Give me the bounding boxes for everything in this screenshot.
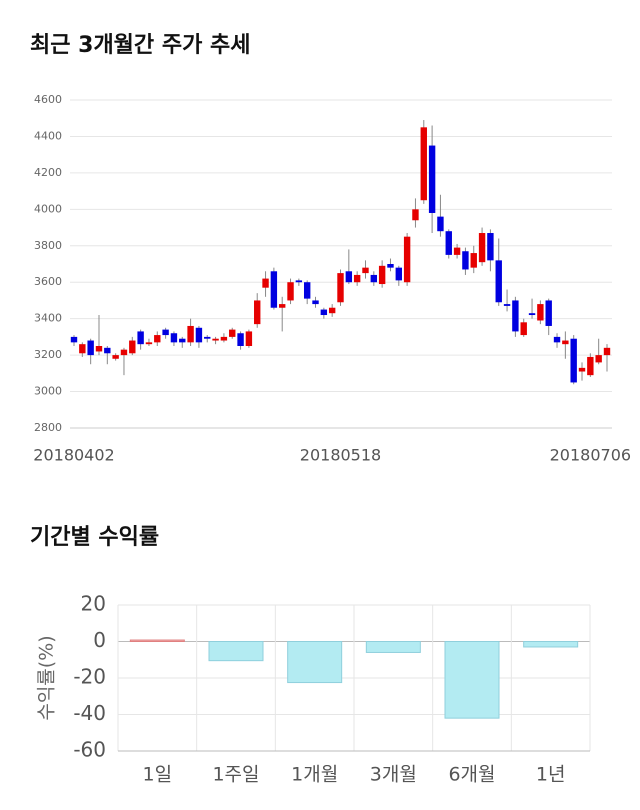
candle-body <box>287 282 294 301</box>
candle-body <box>220 336 228 341</box>
y-tick-label: 3200 <box>34 348 62 361</box>
candle-body <box>537 304 544 321</box>
y-tick-label: 4000 <box>34 202 62 215</box>
candle-body <box>345 271 353 283</box>
candle-body <box>378 265 386 285</box>
candle-body <box>154 335 161 343</box>
candle-body <box>237 333 244 346</box>
candle-body <box>553 336 561 343</box>
candle-body <box>520 322 527 336</box>
candle-body <box>195 327 203 343</box>
candle-body <box>279 304 286 308</box>
candle-body <box>162 329 169 336</box>
x-tick-label: 6개월 <box>448 764 495 786</box>
y-tick-label: 20 <box>81 592 106 616</box>
candle-body <box>328 307 336 314</box>
x-tick-label: 20180706 <box>550 446 631 465</box>
candle-body <box>437 216 444 232</box>
y-tick-label: -20 <box>73 665 106 689</box>
y-tick-label: 0 <box>93 628 106 652</box>
y-tick-label: 3000 <box>34 385 62 398</box>
candle-body <box>170 333 178 343</box>
candle-body <box>337 273 344 303</box>
chart-title: 최근 3개월간 주가 추세 <box>30 33 250 58</box>
candle-body <box>587 356 594 376</box>
candle-body <box>270 271 278 308</box>
bar <box>129 639 185 642</box>
candle-body <box>478 233 486 263</box>
candle-body <box>245 331 253 346</box>
candle-body <box>79 344 86 354</box>
candle-body <box>595 355 602 363</box>
candle-body <box>387 264 394 268</box>
candle-body <box>603 347 611 356</box>
candle-body <box>254 300 261 325</box>
candle-body <box>495 260 502 303</box>
candle-body <box>137 331 144 345</box>
candle-body <box>570 338 577 383</box>
candle-body <box>445 231 452 255</box>
candle-body <box>187 325 194 343</box>
candle-body <box>362 267 369 274</box>
candle-body <box>503 304 511 306</box>
x-tick-label: 1주일 <box>212 764 259 786</box>
candle-body <box>212 338 219 341</box>
candle-body <box>470 253 477 268</box>
candle-body <box>204 336 211 339</box>
candle-body <box>129 340 136 354</box>
bar <box>444 641 500 719</box>
bar <box>523 641 579 648</box>
candle-body <box>179 338 186 343</box>
bar <box>365 641 421 653</box>
candle-body <box>528 313 536 316</box>
candle-body <box>562 340 569 345</box>
candle-body <box>295 280 303 283</box>
candle-body <box>112 355 119 359</box>
x-tick-label: 1년 <box>536 764 566 786</box>
bar <box>208 641 264 662</box>
y-tick-label: 3400 <box>34 312 62 325</box>
candle-body <box>370 274 378 283</box>
x-tick-label: 20180402 <box>33 446 114 465</box>
candle-body <box>87 340 94 356</box>
candle-body <box>312 300 319 305</box>
x-tick-label: 1일 <box>143 764 173 786</box>
candle-body <box>403 236 411 283</box>
candle-body <box>420 127 427 201</box>
candle-body <box>353 274 361 283</box>
candle-body <box>104 347 111 354</box>
chart-title: 기간별 수익률 <box>30 525 159 550</box>
candle-body <box>578 367 586 372</box>
y-tick-label: -60 <box>73 738 106 762</box>
y-tick-label: 4400 <box>34 129 62 142</box>
candle-body <box>545 300 552 326</box>
y-tick-label: 3800 <box>34 239 62 252</box>
y-tick-label: -40 <box>73 701 106 725</box>
y-tick-label: 3600 <box>34 275 62 288</box>
candle-body <box>320 309 328 316</box>
x-tick-label: 20180518 <box>300 446 381 465</box>
candle-body <box>412 209 419 221</box>
bar <box>287 641 343 684</box>
candle-body <box>395 267 402 281</box>
candle-body <box>70 336 78 343</box>
candle-body <box>262 278 269 288</box>
candle-body <box>145 342 153 345</box>
candle-body <box>428 145 436 213</box>
y-tick-label: 4200 <box>34 166 62 179</box>
candle-body <box>487 233 494 261</box>
y-tick-label: 2800 <box>34 421 62 434</box>
y-axis-label: 수익률(%) <box>36 635 58 720</box>
candle-body <box>453 247 461 255</box>
x-tick-label: 3개월 <box>370 764 417 786</box>
y-tick-label: 4600 <box>34 93 62 106</box>
candle-body <box>95 346 103 352</box>
x-tick-label: 1개월 <box>291 764 338 786</box>
candle-body <box>462 251 469 270</box>
candle-body <box>120 349 128 356</box>
candle-body <box>303 282 311 299</box>
candle-body <box>229 329 236 337</box>
candle-body <box>512 300 519 332</box>
